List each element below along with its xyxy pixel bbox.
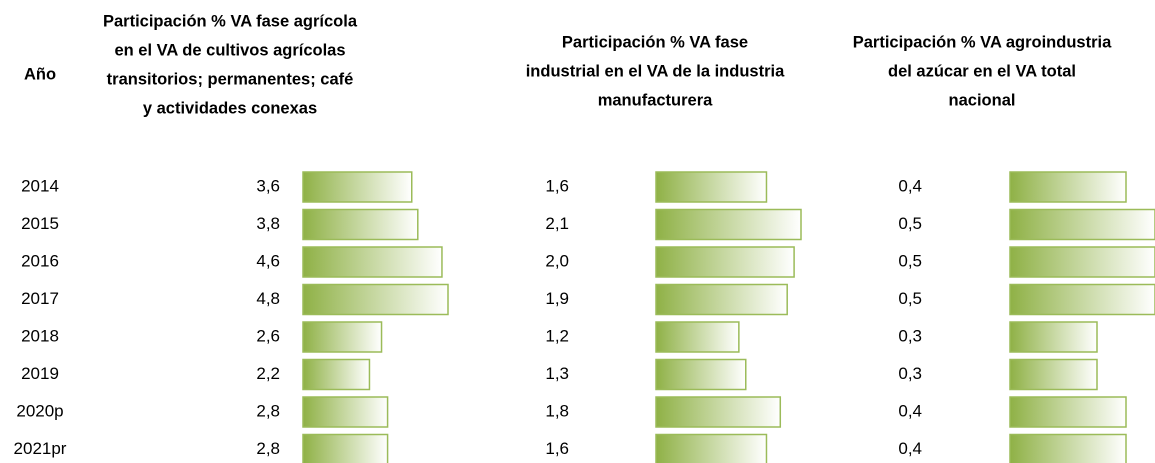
value-label: 4,6 (256, 251, 280, 270)
value-label: 2,0 (545, 251, 569, 270)
year-label: 2019 (21, 364, 59, 383)
data-bar (655, 246, 795, 278)
data-bar (655, 358, 747, 391)
data-bar (302, 283, 449, 316)
data-bar (1009, 171, 1127, 203)
value-label: 2,8 (256, 401, 280, 420)
year-header: Año (24, 65, 56, 83)
column-header: industrial en el VA de la industria (526, 62, 785, 80)
value-label: 0,4 (898, 401, 922, 420)
data-bar (1009, 208, 1155, 241)
data-bar (302, 208, 419, 241)
year-label: 2017 (21, 289, 59, 308)
value-label: 2,2 (256, 364, 280, 383)
year-label: 2014 (21, 176, 59, 195)
data-bar (302, 171, 413, 203)
data-bar (655, 283, 788, 316)
value-label: 0,5 (898, 289, 922, 308)
year-label: 2015 (21, 214, 59, 233)
data-bar (302, 246, 443, 278)
year-label: 2016 (21, 251, 59, 270)
data-bar (302, 358, 371, 391)
value-label: 0,4 (898, 439, 922, 458)
value-label: 0,3 (898, 326, 922, 345)
data-bar (655, 396, 782, 428)
value-label: 0,5 (898, 214, 922, 233)
data-bar (655, 433, 768, 463)
data-bar (1009, 433, 1127, 463)
data-bar (1009, 246, 1155, 278)
year-label: 2018 (21, 326, 59, 345)
value-label: 0,3 (898, 364, 922, 383)
value-label: 1,2 (545, 326, 569, 345)
value-label: 1,3 (545, 364, 569, 383)
value-label: 2,6 (256, 326, 280, 345)
column-header: manufacturera (598, 91, 713, 109)
data-bar (302, 396, 389, 428)
year-label: 2021pr (14, 439, 67, 458)
value-label: 2,1 (545, 214, 569, 233)
column-header: Participación % VA fase agrícola (103, 12, 358, 30)
data-bar (1009, 396, 1127, 428)
value-label: 1,9 (545, 289, 569, 308)
value-label: 2,8 (256, 439, 280, 458)
column-header: del azúcar en el VA total (888, 62, 1076, 80)
column-header: en el VA de cultivos agrícolas (114, 41, 345, 59)
value-label: 4,8 (256, 289, 280, 308)
value-label: 0,4 (898, 176, 922, 195)
data-bar (1009, 283, 1155, 316)
data-bar (302, 433, 389, 463)
value-label: 3,8 (256, 214, 280, 233)
data-bar (302, 321, 383, 353)
data-bar (1009, 358, 1098, 391)
data-bar (655, 321, 740, 353)
value-label: 1,8 (545, 401, 569, 420)
data-bar (655, 171, 768, 203)
value-label: 3,6 (256, 176, 280, 195)
data-bar (655, 208, 802, 241)
year-label: 2020p (16, 401, 63, 420)
value-label: 0,5 (898, 251, 922, 270)
column-header: y actividades conexas (143, 99, 317, 117)
column-header: Participación % VA agroindustria (853, 33, 1112, 51)
value-label: 1,6 (545, 176, 569, 195)
value-label: 1,6 (545, 439, 569, 458)
data-bar (1009, 321, 1098, 353)
column-header: nacional (949, 91, 1016, 109)
column-header: Participación % VA fase (562, 33, 748, 51)
column-header: transitorios; permanentes; café (107, 70, 354, 88)
